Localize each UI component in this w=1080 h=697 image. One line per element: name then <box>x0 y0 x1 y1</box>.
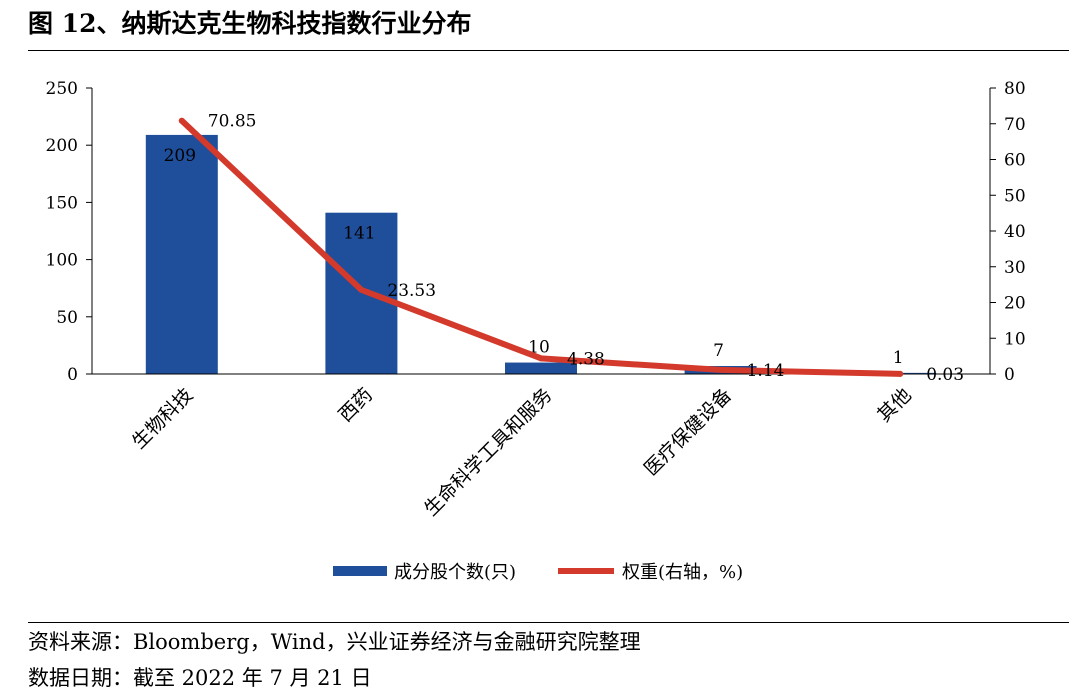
y-right-tick-label: 70 <box>1004 115 1026 135</box>
y-left-tick-label: 250 <box>46 79 78 99</box>
line-point <box>178 117 185 124</box>
y-right-tick-label: 30 <box>1004 258 1026 278</box>
line-value-label: 4.38 <box>567 349 605 369</box>
y-left-tick-label: 50 <box>56 308 78 328</box>
y-left-tick-label: 200 <box>46 136 78 156</box>
title-divider <box>28 50 1069 51</box>
y-right-tick-label: 20 <box>1004 294 1026 314</box>
line-point <box>897 370 904 377</box>
footer-divider <box>28 622 1069 623</box>
y-right-tick-label: 80 <box>1004 79 1026 99</box>
legend-label-line: 权重(右轴，%) <box>622 562 743 583</box>
line-point <box>538 355 544 362</box>
source-note: 资料来源：Bloomberg，Wind，兴业证券经济与金融研究院整理 <box>28 630 641 654</box>
line-value-label: 70.85 <box>208 112 257 132</box>
x-category-label: 西药 <box>334 384 376 426</box>
x-category-label: 生命科学工具和服务 <box>420 384 556 520</box>
line-value-label: 1.14 <box>747 361 785 381</box>
y-left-tick-label: 0 <box>67 365 78 385</box>
y-right-tick-label: 0 <box>1004 365 1015 385</box>
y-right-tick-label: 10 <box>1004 329 1026 349</box>
bar-value-label: 7 <box>713 341 724 361</box>
line-value-label: 0.03 <box>926 365 964 385</box>
chart-title: 图 12、纳斯达克生物科技指数行业分布 <box>28 9 472 38</box>
legend-swatch-bars <box>333 566 387 576</box>
data-date-note: 数据日期：截至 2022 年 7 月 21 日 <box>28 666 372 690</box>
legend-label-bars: 成分股个数(只) <box>394 562 516 583</box>
line-point <box>358 286 365 293</box>
bar-value-label: 141 <box>343 224 375 244</box>
y-right-tick-label: 60 <box>1004 151 1026 171</box>
bar <box>505 362 577 374</box>
x-category-label: 其他 <box>873 384 915 426</box>
weight-line <box>178 117 904 377</box>
bar-value-label: 209 <box>164 146 196 166</box>
line-value-label: 23.53 <box>387 281 436 301</box>
y-left-tick-label: 150 <box>46 193 78 213</box>
x-category-label: 医疗保健设备 <box>640 384 736 480</box>
y-right-tick-label: 40 <box>1004 222 1026 242</box>
chart-canvas: 0 50 100 150 200 250 0 10 20 30 40 50 60 70 80 209 141 1 0… <box>46 79 1026 583</box>
line-point <box>717 366 724 373</box>
x-category-label: 生物科技 <box>128 384 197 453</box>
y-right-tick-label: 50 <box>1004 186 1026 206</box>
bar <box>145 134 218 374</box>
bar-value-label: 1 <box>893 348 904 368</box>
bar <box>325 212 398 374</box>
y-left-tick-label: 100 <box>46 251 78 271</box>
